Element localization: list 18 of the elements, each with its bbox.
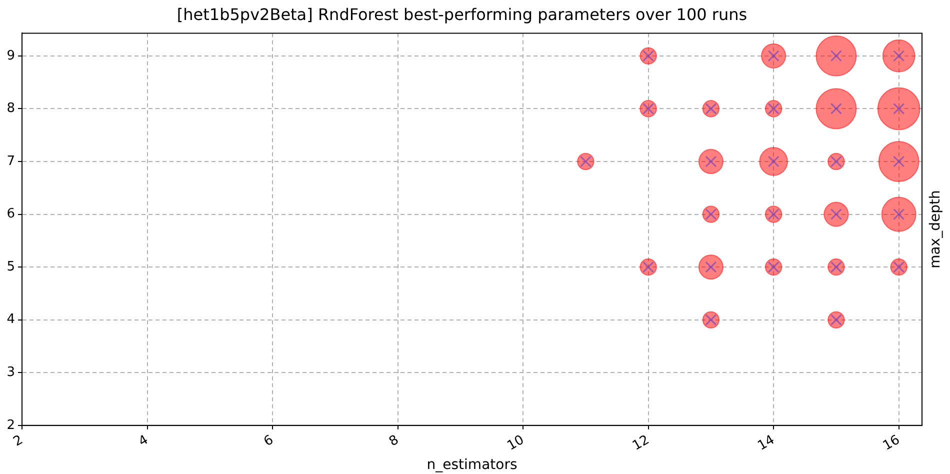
x-axis-title: n_estimators [426,457,518,474]
y-tick-label: 2 [6,418,15,433]
y-tick-label: 9 [6,48,15,64]
x-tick-label: 6 [262,432,276,450]
x-tick-label: 8 [386,432,402,450]
y-tick-label: 3 [6,365,15,380]
x-tick-label: 12 [630,432,652,454]
y-axis-title: max_depth [928,190,944,268]
y-tick-label: 4 [6,312,15,328]
y-tick-label: 5 [6,259,15,274]
x-tick-label: 10 [504,432,527,454]
y-tick-label: 6 [6,206,15,222]
x-tick-label: 16 [880,432,903,454]
y-tick-label: 7 [6,154,15,169]
y-tick-label: 8 [6,101,15,116]
x-tick-label: 14 [755,432,778,454]
x-tick-label: 4 [136,432,151,450]
chart-title: [het1b5pv2Beta] RndForest best-performing parameters over 100 runs [176,4,748,24]
